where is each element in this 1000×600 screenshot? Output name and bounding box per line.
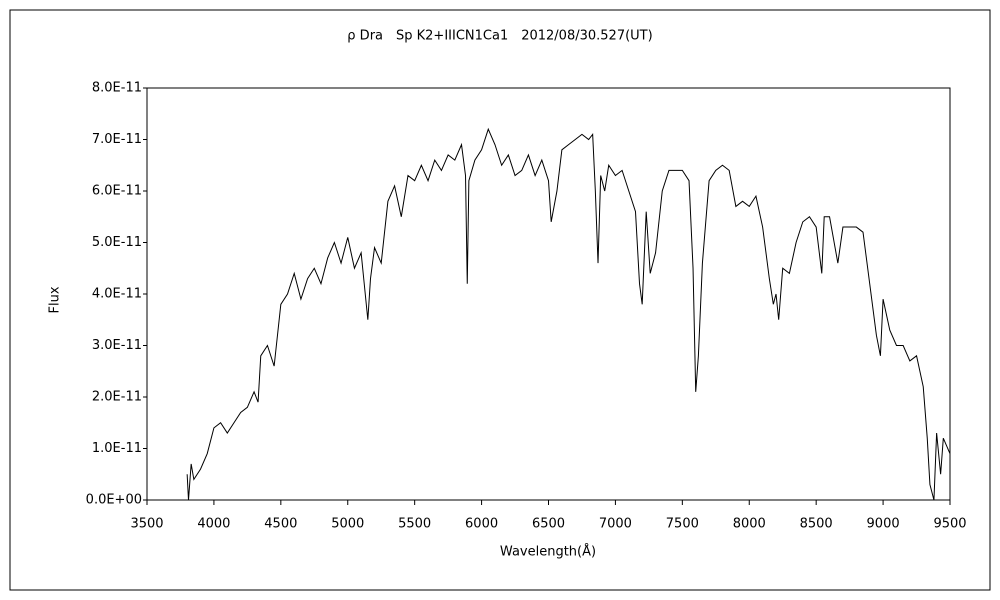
- y-tick-label: 4.0E-11: [92, 287, 142, 302]
- x-tick-label: 3500: [130, 517, 163, 532]
- x-tick-label: 6000: [465, 517, 498, 532]
- x-tick-label: 9500: [933, 517, 966, 532]
- x-tick-label: 8000: [733, 517, 766, 532]
- chart-border: [9, 9, 991, 591]
- x-tick-label: 4500: [264, 517, 297, 532]
- x-tick-label: 8500: [800, 517, 833, 532]
- x-tick-label: 5500: [398, 517, 431, 532]
- y-tick-label: 7.0E-11: [92, 132, 142, 147]
- x-tick-label: 9000: [867, 517, 900, 532]
- y-tick-label: 6.0E-11: [92, 184, 142, 199]
- x-tick-label: 4000: [197, 517, 230, 532]
- y-tick-label: 1.0E-11: [92, 441, 142, 456]
- spectrum-line: [186, 127, 951, 501]
- chart-title: ρ Dra Sp K2+IIICN1Ca1 2012/08/30.527(UT): [347, 29, 652, 44]
- y-tick-label: 8.0E-11: [92, 81, 142, 96]
- y-tick-label: 2.0E-11: [92, 390, 142, 405]
- y-tick-label: 3.0E-11: [92, 338, 142, 353]
- x-axis-label: Wavelength(Å): [500, 544, 596, 560]
- y-tick-label: 5.0E-11: [92, 235, 142, 250]
- y-tick-label: 0.0E+00: [86, 493, 142, 508]
- x-tick-label: 5000: [331, 517, 364, 532]
- x-tick-label: 7500: [666, 517, 699, 532]
- y-axis-label: Flux: [48, 286, 63, 313]
- x-tick-label: 6500: [532, 517, 565, 532]
- x-tick-label: 7000: [599, 517, 632, 532]
